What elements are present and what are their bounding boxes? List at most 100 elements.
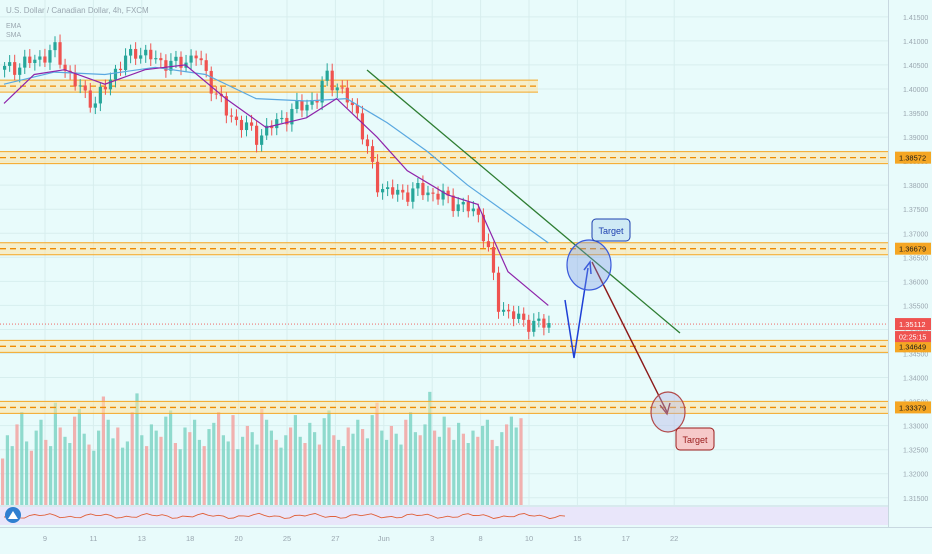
candle-body [8,62,12,66]
volume-bar [130,412,134,505]
countdown-label: 02:25:15 [899,335,926,342]
candle-body [118,68,123,71]
volume-bar [20,412,24,505]
candle-body [249,122,254,126]
time-tick-label: 18 [186,534,194,543]
price-tick-label: 1.37500 [903,207,928,214]
volume-bar [63,436,67,505]
volume-bar [423,424,427,505]
volume-bar [217,412,221,505]
volume-bar [44,439,48,505]
volume-bar [452,439,456,505]
candle-body [83,85,87,91]
price-tick-label: 1.33000 [903,424,928,431]
candle-body [295,100,299,109]
candle-body [113,68,118,80]
candle-body [63,64,67,71]
volume-bar [68,443,72,505]
volume-bar [193,419,197,505]
candle-body [23,56,27,68]
volume-bar [418,435,422,505]
candle-body [290,108,294,125]
volume-bar [385,439,389,505]
price-tag-background [895,401,931,414]
candle-body [159,58,163,61]
candle-body [406,192,410,202]
candle-body [310,100,314,105]
candle-body [466,202,470,212]
volume-bar [413,432,417,505]
candle-body [234,116,239,120]
volume-bar [164,416,168,505]
candle-body [416,183,420,189]
target-label-red: Target [682,435,708,445]
candle-body [214,93,218,95]
volume-bar [53,402,57,505]
volume-bar [269,430,273,505]
volume-bar [284,435,288,505]
volume-bar [442,416,446,505]
time-tick-label: 3 [430,534,434,543]
volume-bar [308,422,312,505]
candle-body [169,60,173,71]
volume-bar [399,444,403,505]
candle-body [285,117,289,125]
volume-bar [514,427,518,505]
candle-body [224,96,228,116]
price-tick-label: 1.32000 [903,472,928,479]
price-tag-label: 1.38572 [899,154,926,163]
volume-bar [207,429,211,505]
volume-bar [221,435,225,505]
candle-body [103,86,107,90]
candle-body [98,86,102,104]
candle-body [275,119,279,129]
volume-bar [226,441,230,505]
price-tick-label: 1.31500 [903,496,928,503]
volume-bar [461,433,465,505]
volume-bar [519,418,523,505]
candle-body [129,48,133,56]
trend-drawings [366,69,686,433]
volume-bar [236,449,240,505]
candle-body [512,311,516,319]
candle-body [532,320,536,332]
volume-bar [457,422,461,505]
volume-bar [303,443,307,505]
volume-bar [178,449,182,505]
volume-bar [116,427,120,505]
indicator-1-label: EMA [6,23,22,30]
candle-body [38,56,42,60]
price-tick-label: 1.40000 [903,87,928,94]
volume-bar [466,443,470,505]
volume-bar [25,441,29,505]
candle-body [58,42,62,65]
target-callout-blue [591,218,631,242]
volume-bar [34,430,38,505]
volume-bar [49,446,53,505]
volume-bar [322,418,326,505]
volume-bar [77,408,81,505]
volume-bar [375,402,379,505]
candle-body [164,60,168,71]
candle-body [381,189,385,193]
candle-body [330,70,334,91]
indicator-2-label: SMA [6,32,22,39]
volume-bar [476,436,480,505]
candle-body [305,104,309,111]
volume-bar [394,433,398,505]
volume-bar [437,436,441,505]
oscillator-background [0,507,888,525]
volume-bar [10,446,14,505]
candle-body [507,309,511,312]
volume-bar [404,419,408,505]
price-tick-label: 1.34000 [903,376,928,383]
volume-bar [97,430,101,505]
candle-body [355,105,359,114]
volume-bar [125,441,129,505]
candle-body [209,70,213,94]
volume-bar [327,410,331,505]
candle-body [345,87,349,103]
candle-body [229,115,233,117]
